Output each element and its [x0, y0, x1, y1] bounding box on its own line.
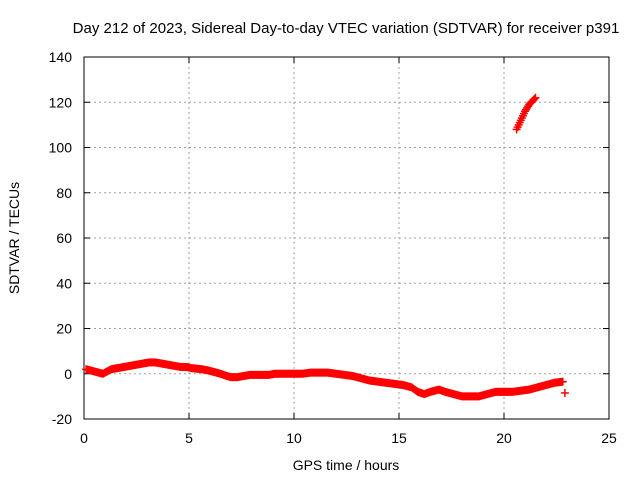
x-tick-label: 5 — [185, 430, 193, 446]
x-tick-label: 15 — [391, 430, 407, 446]
y-tick-label: -20 — [52, 411, 72, 427]
y-tick-label: 40 — [56, 275, 72, 291]
x-tick-label: 25 — [601, 430, 617, 446]
chart-title: Day 212 of 2023, Sidereal Day-to-day VTE… — [73, 20, 620, 37]
axis-ticks — [83, 56, 610, 420]
y-tick-labels: -20 0 20 40 60 80 100 120 140 — [49, 49, 73, 427]
data-point — [558, 377, 567, 386]
data-point — [560, 388, 569, 397]
y-tick-label: 20 — [56, 321, 72, 337]
x-tick-label: 20 — [496, 430, 512, 446]
y-tick-label: 0 — [64, 366, 72, 382]
x-tick-labels: 0 5 10 15 20 25 — [80, 430, 617, 446]
y-tick-label: 120 — [49, 94, 73, 110]
y-tick-label: 80 — [56, 185, 72, 201]
x-tick-label: 0 — [80, 430, 88, 446]
x-axis-label: GPS time / hours — [293, 457, 400, 473]
grid-lines — [84, 57, 609, 419]
y-tick-label: 60 — [56, 230, 72, 246]
y-tick-label: 100 — [49, 140, 73, 156]
data-point — [530, 94, 539, 103]
data-points — [82, 93, 569, 401]
x-tick-label: 10 — [286, 430, 302, 446]
data-point — [531, 93, 540, 102]
y-axis-label: SDTVAR / TECUs — [6, 182, 22, 294]
y-tick-label: 140 — [49, 49, 73, 65]
